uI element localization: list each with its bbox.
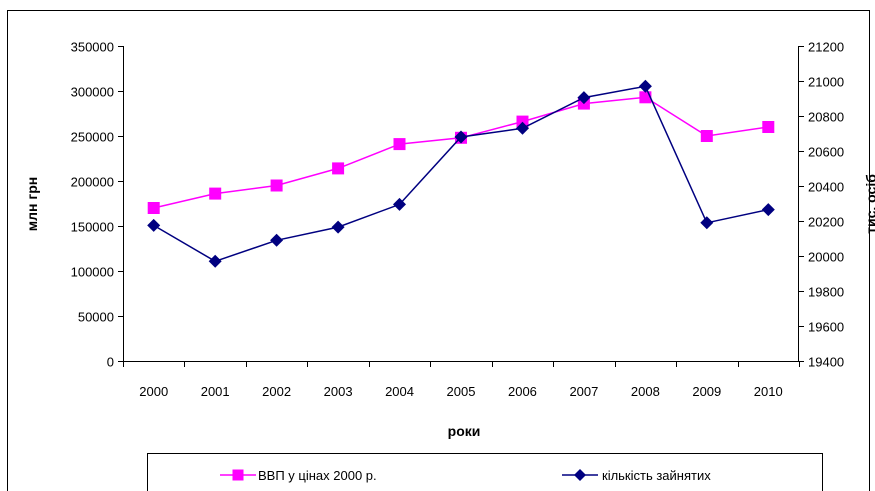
- data-point: [209, 187, 222, 200]
- data-point: [454, 130, 468, 144]
- left-tick-label: 250000: [71, 130, 114, 145]
- legend-marker-employed: [574, 469, 586, 481]
- data-point: [762, 121, 775, 133]
- left-tick-label: 100000: [71, 265, 114, 280]
- x-tick-label: 2009: [692, 384, 721, 399]
- data-point: [331, 220, 345, 234]
- chart-border: [7, 10, 870, 491]
- left-tick-label: 0: [107, 355, 114, 370]
- right-tick-label: 21200: [808, 40, 844, 55]
- left-tick-label: 350000: [71, 40, 114, 55]
- data-point: [393, 197, 406, 211]
- left-tick-label: 200000: [71, 175, 114, 190]
- right-tick-label: 20800: [808, 110, 844, 125]
- right-tick-label: 20000: [808, 250, 844, 265]
- data-point: [147, 218, 161, 232]
- left-axis-title: млн грн: [24, 177, 40, 231]
- right-tick-label: 19800: [808, 285, 844, 300]
- legend-label-employed: кількість зайнятих: [602, 468, 711, 483]
- right-tick-label: 20200: [808, 215, 844, 230]
- series-employed: [147, 79, 775, 268]
- x-tick-label: 2007: [569, 384, 598, 399]
- data-point: [147, 202, 160, 214]
- series-layer: [147, 79, 775, 268]
- right-axis-title: тис. осіб: [863, 174, 875, 234]
- data-point: [208, 254, 222, 268]
- right-tick-label: 19400: [808, 355, 844, 370]
- data-point: [270, 233, 284, 247]
- x-tick-label: 2002: [262, 384, 291, 399]
- x-tick-label: 2008: [631, 384, 660, 399]
- x-tick-label: 2003: [324, 384, 353, 399]
- right-tick-label: 19600: [808, 320, 844, 335]
- right-axis-ticks: 19400 19600 19800 20000 20200 20400 20600 20800…: [799, 40, 844, 370]
- x-tick-label: 2001: [201, 384, 230, 399]
- x-axis-title: роки: [448, 423, 481, 439]
- right-tick-label: 20600: [808, 145, 844, 160]
- data-point: [761, 203, 775, 217]
- x-tick-label: 2000: [139, 384, 168, 399]
- legend-marker-gdp: [232, 469, 244, 481]
- x-tick-label: 2006: [508, 384, 537, 399]
- data-point: [700, 216, 714, 230]
- legend-box: [147, 453, 823, 491]
- left-tick-label: 150000: [71, 220, 114, 235]
- x-tick-label: 2005: [447, 384, 476, 399]
- right-tick-label: 20400: [808, 180, 844, 195]
- series-line: [153, 85, 769, 263]
- series-gdp: [147, 91, 775, 214]
- data-point: [332, 162, 345, 175]
- x-tick-label: 2004: [385, 384, 414, 399]
- left-tick-label: 300000: [71, 85, 114, 100]
- left-axis-ticks: 0 50000 100000 150000 200000 250000 300000 3500…: [71, 40, 123, 370]
- data-point: [516, 115, 529, 128]
- data-point: [516, 121, 529, 135]
- x-tick-label: 2010: [754, 384, 783, 399]
- series-line: [153, 96, 769, 209]
- legend-label-gdp: ВВП у цінах 2000 р.: [258, 468, 377, 483]
- data-point: [638, 79, 652, 93]
- legend: ВВП у цінах 2000 р. кількість зайнятих: [147, 453, 823, 491]
- right-tick-label: 21000: [808, 75, 844, 90]
- data-point: [577, 91, 591, 105]
- left-tick-label: 50000: [78, 310, 114, 325]
- x-axis-ticks: 2000 2001 2002 2003 2004 2005 2006 2007 2008 2009…: [123, 361, 800, 399]
- data-point: [270, 179, 283, 192]
- data-point: [393, 138, 406, 151]
- data-point: [700, 130, 713, 142]
